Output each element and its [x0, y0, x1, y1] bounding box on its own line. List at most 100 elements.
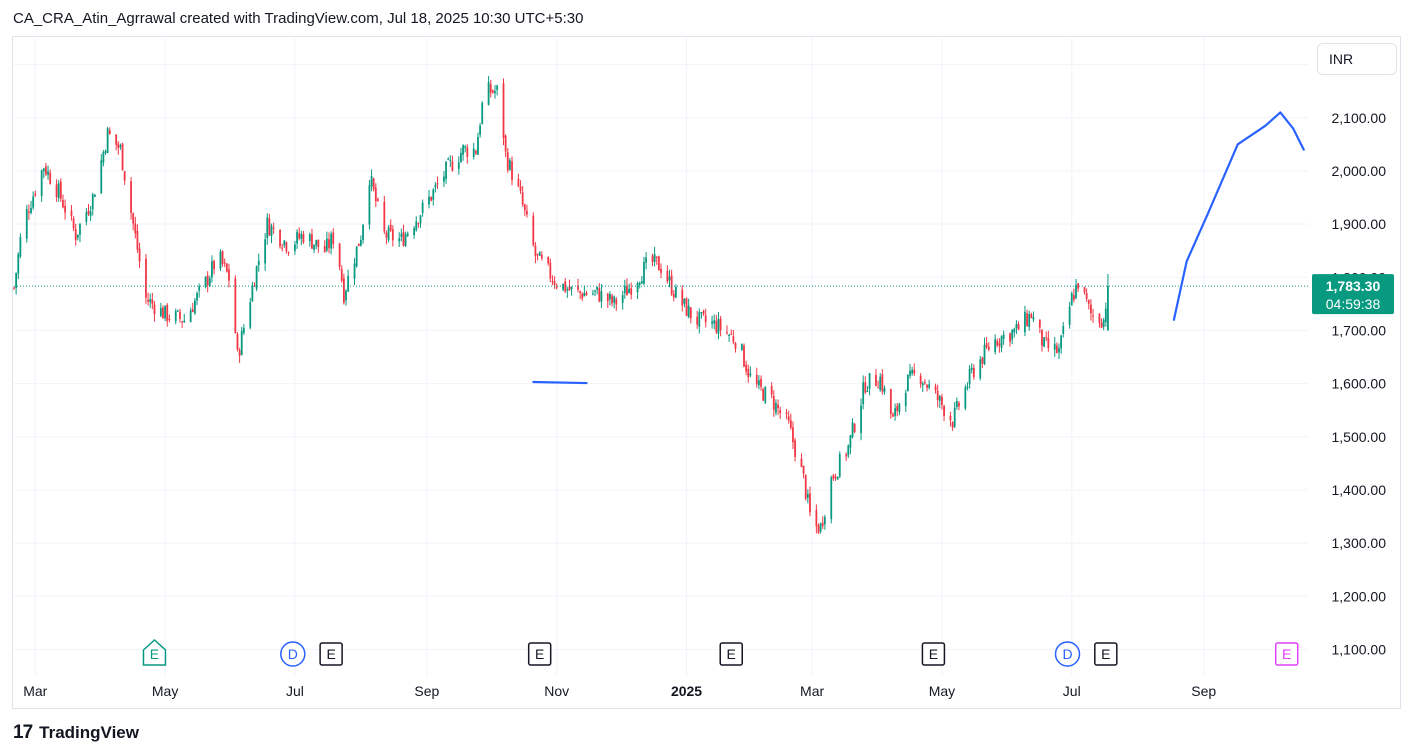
candle-body[interactable] [713, 320, 716, 324]
candle-body[interactable] [638, 282, 641, 285]
candle-body[interactable] [898, 403, 901, 412]
candle-body[interactable] [100, 160, 103, 193]
candle-body[interactable] [755, 375, 758, 385]
candle-body[interactable] [457, 162, 460, 169]
candle-body[interactable] [479, 125, 481, 135]
candle-body[interactable] [387, 227, 390, 241]
candle-body[interactable] [449, 160, 452, 162]
candle-body[interactable] [32, 196, 35, 208]
candle-body[interactable] [823, 517, 826, 525]
candle-body[interactable] [249, 302, 252, 328]
candle-body[interactable] [904, 392, 907, 407]
candle-body[interactable] [419, 215, 422, 224]
candle-body[interactable] [666, 270, 669, 282]
earnings-event-marker[interactable] [719, 642, 743, 666]
candle-body[interactable] [832, 475, 835, 479]
candle-body[interactable] [792, 427, 794, 443]
candle-body[interactable] [938, 396, 941, 401]
candle-body[interactable] [30, 207, 32, 214]
candle-body[interactable] [847, 445, 850, 456]
candle-body[interactable] [717, 318, 720, 334]
chart-area[interactable] [12, 36, 1401, 709]
candle-body[interactable] [87, 210, 90, 214]
candle-body[interactable] [164, 305, 167, 319]
candle-body[interactable] [315, 239, 318, 246]
candle-body[interactable] [360, 239, 362, 246]
candle-body[interactable] [804, 475, 807, 499]
candle-body[interactable] [400, 233, 403, 237]
candle-body[interactable] [621, 295, 624, 303]
candle-body[interactable] [298, 233, 301, 239]
candle-body[interactable] [570, 286, 573, 290]
candle-body[interactable] [523, 204, 526, 211]
candle-body[interactable] [159, 307, 162, 317]
candle-body[interactable] [698, 311, 701, 327]
candle-body[interactable] [1047, 337, 1050, 348]
candle-body[interactable] [568, 286, 571, 291]
candle-body[interactable] [747, 369, 750, 378]
candle-body[interactable] [313, 244, 315, 250]
candle-body[interactable] [451, 161, 454, 171]
candle-body[interactable] [506, 152, 509, 171]
candle-body[interactable] [651, 255, 654, 262]
candle-body[interactable] [681, 289, 684, 306]
candle-body[interactable] [281, 247, 284, 249]
candle-body[interactable] [104, 151, 107, 153]
candle-body[interactable] [17, 254, 20, 274]
candle-body[interactable] [434, 184, 437, 188]
candle-body[interactable] [862, 382, 865, 405]
candle-body[interactable] [711, 321, 713, 324]
candle-body[interactable] [577, 285, 579, 290]
candle-body[interactable] [270, 225, 273, 237]
candle-body[interactable] [430, 196, 433, 201]
candle-body[interactable] [555, 286, 558, 288]
candle-body[interactable] [404, 234, 407, 246]
brush-drawing-arrow[interactable] [1172, 111, 1305, 321]
candle-body[interactable] [583, 292, 586, 297]
candle-body[interactable] [204, 276, 207, 287]
candle-body[interactable] [406, 233, 409, 236]
candle-body[interactable] [879, 376, 882, 390]
candle-body[interactable] [611, 295, 613, 304]
candle-body[interactable] [919, 375, 922, 385]
candle-body[interactable] [985, 343, 988, 347]
candle-body[interactable] [860, 405, 862, 434]
candle-body[interactable] [85, 212, 88, 222]
candle-body[interactable] [149, 299, 152, 303]
candle-body[interactable] [815, 509, 818, 527]
candle-body[interactable] [300, 234, 303, 239]
candle-body[interactable] [64, 205, 66, 213]
currency-selector-button[interactable]: INR [1317, 43, 1397, 75]
candle-body[interactable] [877, 387, 879, 389]
candle-body[interactable] [913, 369, 916, 374]
candle-body[interactable] [1013, 328, 1016, 333]
candle-body[interactable] [881, 374, 884, 392]
candle-body[interactable] [1107, 286, 1109, 331]
candle-body[interactable] [219, 251, 222, 269]
candle-body[interactable] [809, 493, 811, 513]
candle-body[interactable] [194, 300, 196, 314]
earnings-future-event-marker[interactable] [1274, 642, 1299, 666]
candle-body[interactable] [909, 370, 911, 376]
candle-body[interactable] [179, 311, 181, 319]
candle-body[interactable] [45, 166, 47, 175]
candle-body[interactable] [1030, 314, 1033, 319]
candle-body[interactable] [15, 273, 18, 289]
candle-body[interactable] [76, 234, 79, 238]
candle-body[interactable] [700, 312, 703, 314]
candle-body[interactable] [1083, 287, 1086, 293]
candle-body[interactable] [1090, 304, 1092, 314]
candle-body[interactable] [979, 359, 982, 379]
candle-body[interactable] [630, 288, 633, 295]
candle-body[interactable] [338, 243, 341, 267]
candle-body[interactable] [628, 288, 630, 294]
candle-body[interactable] [162, 307, 164, 319]
candle-body[interactable] [551, 281, 554, 283]
candle-body[interactable] [655, 256, 658, 258]
candle-body[interactable] [849, 435, 852, 448]
candle-body[interactable] [342, 278, 345, 303]
candle-body[interactable] [594, 290, 596, 292]
candle-body[interactable] [994, 339, 997, 352]
candle-body[interactable] [1017, 324, 1020, 330]
candle-body[interactable] [1077, 283, 1080, 289]
